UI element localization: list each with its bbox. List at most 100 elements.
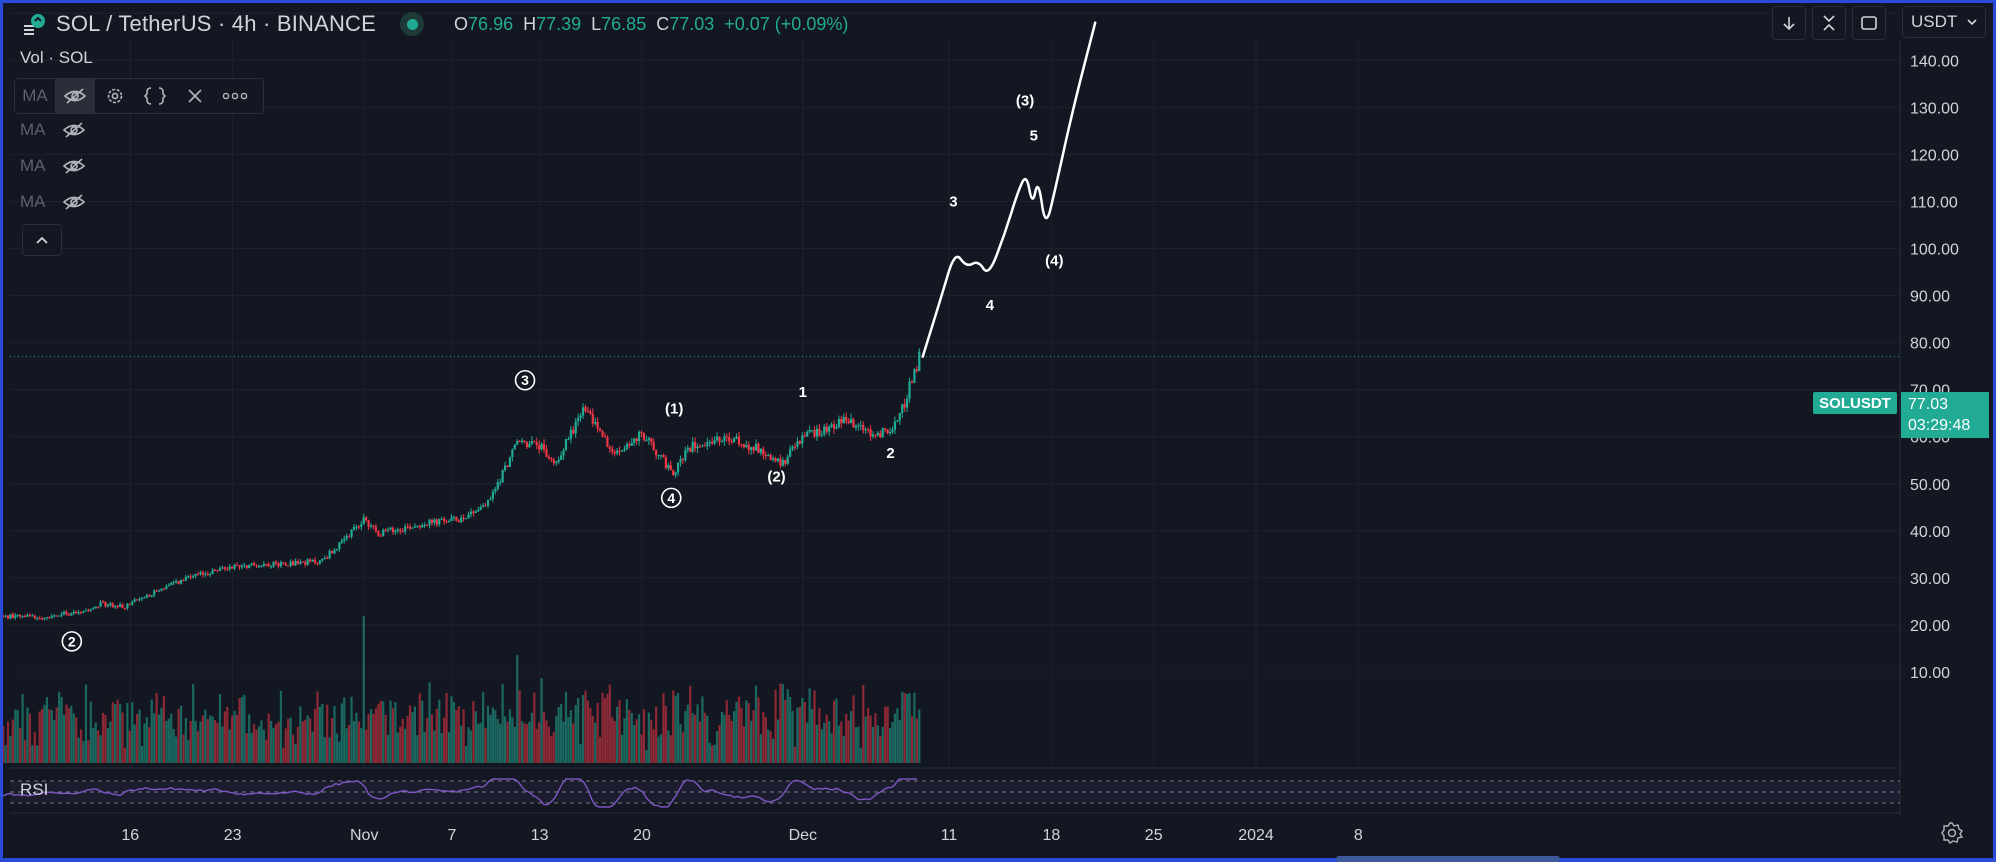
volume-bar: [382, 701, 385, 763]
hidden-eye-icon[interactable]: [62, 193, 86, 211]
candle-body: [6, 615, 10, 619]
volume-bar: [265, 739, 268, 763]
chart-settings-button[interactable]: [1935, 818, 1969, 848]
volume-bar: [584, 690, 587, 763]
candle-body: [265, 563, 268, 565]
move-down-button[interactable]: [1772, 6, 1806, 40]
volume-bar: [282, 747, 285, 763]
volume-bar: [31, 745, 34, 763]
candle-body: [849, 418, 853, 424]
candle-body: [567, 438, 570, 440]
time-tick-label: 25: [1145, 827, 1163, 844]
candle-body: [601, 431, 604, 437]
candle-body: [533, 441, 536, 443]
volume-bar: [121, 712, 124, 763]
symbol-title[interactable]: SOL / TetherUS · 4h · BINANCE: [56, 11, 377, 36]
candle-body: [506, 465, 509, 468]
volume-bar: [53, 719, 56, 763]
remove-close-icon[interactable]: [175, 79, 215, 113]
volume-bar: [888, 728, 892, 763]
volume-bar: [396, 732, 399, 763]
candle-body: [650, 438, 653, 443]
maximize-pane-button[interactable]: [1852, 6, 1886, 40]
candle-body: [684, 449, 687, 460]
candle-body: [384, 529, 387, 531]
volume-bar: [204, 709, 207, 763]
indicator-toolbar: MA: [14, 78, 264, 114]
bar-countdown: 03:29:48: [1908, 417, 1971, 434]
collapse-pane-button[interactable]: [1812, 6, 1846, 40]
hide-eye-icon[interactable]: [55, 79, 95, 113]
ma-indicator-label[interactable]: MA: [22, 86, 48, 105]
volume-bar: [616, 706, 619, 763]
volume-bar: [104, 714, 107, 763]
volume-bar: [742, 726, 745, 763]
volume-bar: [840, 721, 843, 763]
candle-body: [40, 618, 44, 620]
volume-bar: [26, 707, 29, 763]
volume-indicator-label[interactable]: Vol · SOL: [20, 48, 93, 67]
candle-body: [686, 448, 689, 450]
candle-body: [87, 610, 90, 612]
candle-body: [494, 488, 497, 492]
volume-bar: [915, 718, 918, 763]
volume-bar: [637, 714, 641, 763]
volume-bar: [662, 693, 665, 763]
volume-bar: [445, 692, 448, 763]
volume-bar: [630, 712, 633, 763]
volume-bar: [728, 715, 731, 763]
volume-bar: [560, 704, 563, 763]
ma-indicator-row[interactable]: MA: [20, 120, 86, 140]
ma-indicator-row[interactable]: MA: [20, 192, 86, 212]
volume-bar: [657, 736, 660, 763]
volume-bar: [328, 737, 331, 763]
volume-bar: [852, 695, 855, 763]
candle-body: [845, 416, 848, 421]
candle-body: [62, 611, 66, 615]
candle-body: [287, 565, 290, 567]
candle-body: [472, 511, 475, 513]
volume-bar: [757, 697, 760, 763]
time-tick-label: Dec: [789, 827, 817, 844]
volume-bar: [443, 717, 446, 763]
candle-body: [538, 445, 541, 450]
time-axis[interactable]: 16 23 Nov 7 13 20 Dec 11 18 25 2024 8: [121, 827, 1363, 844]
hidden-eye-icon[interactable]: [62, 157, 86, 175]
collapse-legend-button[interactable]: [22, 224, 62, 256]
volume-bar: [374, 708, 378, 763]
volume-bar: [503, 716, 507, 763]
candle-body: [28, 614, 32, 616]
volume-bar: [837, 725, 840, 763]
candle-body: [745, 444, 748, 448]
wave-label-text: (2): [767, 469, 785, 486]
menu-logo-icon[interactable]: [24, 13, 46, 35]
volume-bar: [835, 698, 838, 763]
volume-bar: [659, 734, 663, 763]
currency-select[interactable]: USDT: [1902, 6, 1986, 38]
volume-bar: [70, 705, 73, 763]
candle-body: [114, 605, 117, 608]
candle-body: [416, 525, 419, 527]
rsi-indicator-label[interactable]: RSI: [20, 780, 49, 799]
source-code-icon[interactable]: [135, 79, 175, 113]
candle-body: [243, 565, 246, 567]
candle-body: [257, 566, 261, 568]
candle-body: [518, 440, 521, 443]
volume-bar: [718, 724, 721, 763]
candle-body: [82, 611, 85, 613]
volume-bar: [650, 720, 653, 763]
candle-body: [659, 455, 663, 457]
volume-bar: [157, 714, 161, 763]
candle-body: [757, 443, 760, 453]
time-scrollbar[interactable]: [1336, 856, 1560, 862]
projection-path: [921, 21, 1097, 358]
more-options-icon[interactable]: [215, 79, 255, 113]
wave-label: (2): [767, 469, 785, 486]
ma-indicator-row[interactable]: MA: [20, 156, 86, 176]
volume-bar: [287, 718, 290, 763]
time-tick-label: 20: [633, 827, 651, 844]
hidden-eye-icon[interactable]: [62, 121, 86, 139]
volume-bar: [313, 708, 317, 763]
candle-body: [386, 529, 390, 531]
settings-gear-icon[interactable]: [95, 79, 135, 113]
